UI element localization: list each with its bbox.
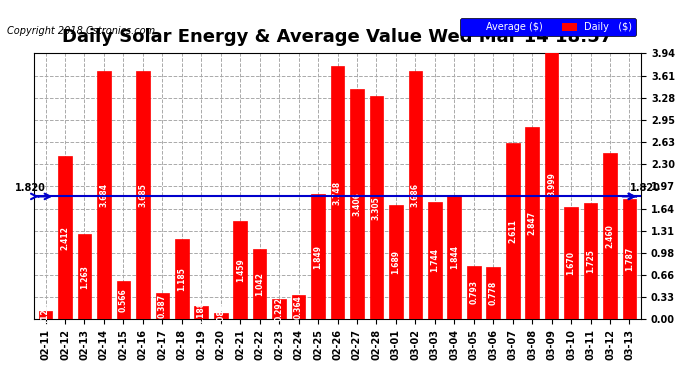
Bar [58, 156, 72, 319]
Bar [506, 143, 520, 319]
Bar [214, 314, 228, 319]
Text: 1.744: 1.744 [431, 248, 440, 272]
Bar [117, 281, 130, 319]
Text: 0.387: 0.387 [158, 294, 167, 318]
Bar [428, 201, 442, 319]
Text: 1.689: 1.689 [391, 250, 400, 274]
Text: 0.084: 0.084 [216, 304, 225, 328]
Text: 2.412: 2.412 [61, 226, 70, 250]
Bar [603, 153, 617, 319]
Text: 0.566: 0.566 [119, 288, 128, 312]
Text: 2.611: 2.611 [509, 219, 518, 243]
Text: 3.685: 3.685 [139, 183, 148, 207]
Text: 1.820: 1.820 [629, 183, 660, 193]
Bar [389, 205, 403, 319]
Text: 3.999: 3.999 [547, 172, 556, 196]
Text: 3.406: 3.406 [353, 192, 362, 216]
Bar [467, 266, 480, 319]
Bar [233, 221, 247, 319]
Text: 1.849: 1.849 [313, 245, 322, 269]
Text: 0.125: 0.125 [41, 303, 50, 327]
Text: 0.292: 0.292 [275, 297, 284, 321]
Text: 1.459: 1.459 [236, 258, 245, 282]
Text: 1.820: 1.820 [14, 183, 46, 193]
Bar [195, 306, 208, 319]
Bar [155, 293, 169, 319]
Bar [311, 195, 325, 319]
Bar [370, 96, 383, 319]
Bar [622, 199, 636, 319]
Bar [136, 70, 150, 319]
Bar [545, 50, 558, 319]
Text: 2.847: 2.847 [528, 211, 537, 235]
Bar [584, 203, 598, 319]
Text: 3.686: 3.686 [411, 183, 420, 207]
Bar [292, 295, 306, 319]
Bar [350, 90, 364, 319]
Text: 2.460: 2.460 [606, 224, 615, 248]
Bar [253, 249, 266, 319]
Text: 3.305: 3.305 [372, 196, 381, 220]
Text: 0.364: 0.364 [294, 295, 303, 319]
Bar [486, 267, 500, 319]
Title: Daily Solar Energy & Average Value Wed Mar 14 18:57: Daily Solar Energy & Average Value Wed M… [62, 28, 613, 46]
Text: 1.725: 1.725 [586, 249, 595, 273]
Text: 0.793: 0.793 [469, 280, 478, 304]
Text: 0.188: 0.188 [197, 301, 206, 325]
Bar [448, 195, 461, 319]
Bar [39, 311, 52, 319]
Bar [273, 300, 286, 319]
Text: 1.185: 1.185 [177, 267, 186, 291]
Bar [408, 70, 422, 319]
Text: Copyright 2018 Cstronics.com: Copyright 2018 Cstronics.com [7, 26, 155, 36]
Bar [525, 127, 539, 319]
Text: 1.787: 1.787 [625, 247, 634, 271]
Bar [78, 234, 91, 319]
Text: 1.670: 1.670 [566, 251, 575, 275]
Bar [564, 207, 578, 319]
Bar [175, 239, 188, 319]
Text: 1.844: 1.844 [450, 245, 459, 269]
Text: 3.748: 3.748 [333, 181, 342, 205]
Text: 1.263: 1.263 [80, 265, 89, 288]
Text: 0.778: 0.778 [489, 281, 497, 305]
Bar [97, 71, 111, 319]
Bar [331, 66, 344, 319]
Legend: Average ($), Daily   ($): Average ($), Daily ($) [460, 18, 636, 36]
Text: 1.042: 1.042 [255, 272, 264, 296]
Text: 3.684: 3.684 [99, 183, 108, 207]
